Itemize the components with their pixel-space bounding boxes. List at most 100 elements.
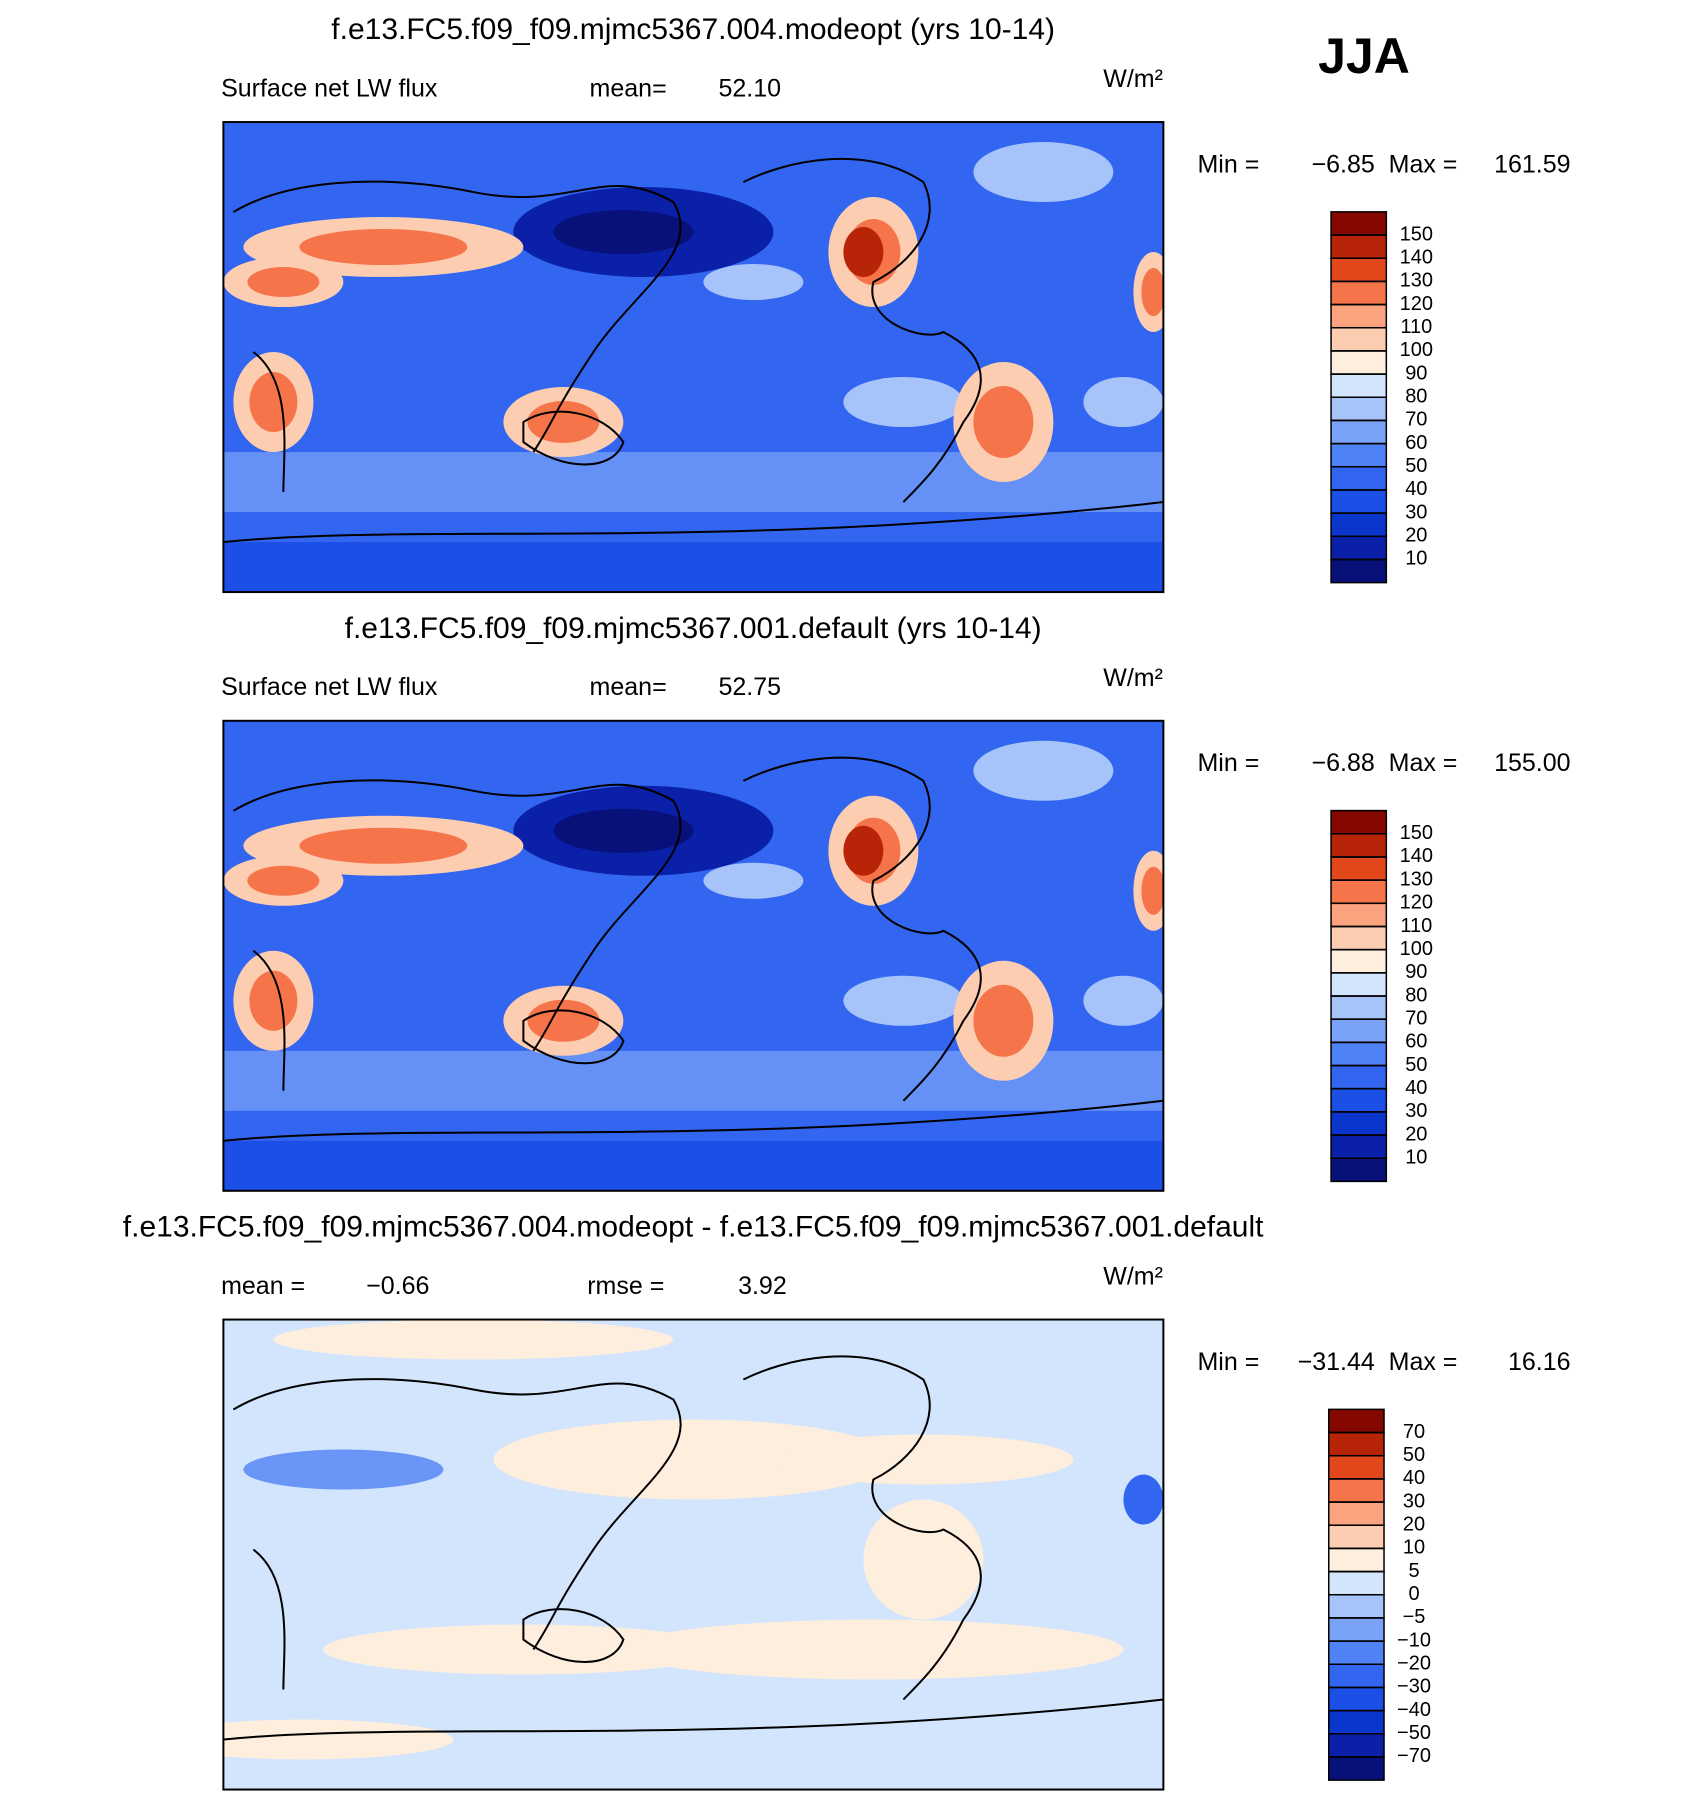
map-shade <box>973 984 1034 1057</box>
map-shade <box>1083 377 1164 428</box>
colorbar-box <box>1330 1041 1388 1067</box>
colorbar-label: 110 <box>1400 316 1432 338</box>
map-shade <box>703 862 804 899</box>
colorbar-box <box>1330 925 1388 951</box>
map-shade <box>299 827 468 864</box>
panel-header-text: 52.75 <box>718 673 781 701</box>
map-shade <box>843 227 884 278</box>
units-label: W/m² <box>1103 664 1163 692</box>
map-shade <box>493 1419 894 1500</box>
colorbar-box <box>1328 1733 1385 1758</box>
colorbar-label: 60 <box>1405 432 1427 454</box>
colorbar-label: 130 <box>1400 270 1433 292</box>
map-shade <box>223 1719 454 1760</box>
season-label: JJA <box>1318 28 1410 84</box>
map-shade <box>703 264 804 301</box>
colorbar-label: 120 <box>1400 892 1433 914</box>
colorbar-box <box>1328 1547 1385 1573</box>
map-shade <box>623 1619 1124 1680</box>
colorbar-box <box>1328 1570 1385 1596</box>
colorbar-label: −70 <box>1397 1745 1431 1767</box>
colorbar-label: 80 <box>1405 386 1427 408</box>
colorbar-label: 10 <box>1405 548 1427 570</box>
colorbar-box <box>1330 303 1388 329</box>
colorbar-box <box>1328 1663 1385 1689</box>
map-background <box>223 1319 1164 1790</box>
map-shade <box>273 1319 674 1360</box>
min-max-text: 161.59 <box>1494 150 1570 178</box>
min-max-text: Max = <box>1389 749 1458 777</box>
colorbar-box <box>1330 396 1388 422</box>
colorbar-label: 110 <box>1400 915 1432 937</box>
panel-header-text: −0.66 <box>366 1272 429 1300</box>
min-max-text: Max = <box>1389 1348 1458 1376</box>
colorbar-box <box>1330 948 1388 974</box>
colorbar-box <box>1330 234 1388 259</box>
min-max-text: Max = <box>1389 150 1458 178</box>
panel-title: f.e13.FC5.f09_f09.mjmc5367.001.default (… <box>345 612 1042 645</box>
colorbar-label: 80 <box>1405 984 1427 1006</box>
colorbar-label: 20 <box>1405 1123 1427 1145</box>
map-shade <box>1123 1474 1164 1525</box>
colorbar-label: −10 <box>1397 1629 1431 1651</box>
colorbar-box <box>1328 1709 1385 1735</box>
map-shade <box>223 1140 1164 1191</box>
panel-header-text: mean = <box>221 1272 305 1300</box>
min-max-text: Min = <box>1197 749 1259 777</box>
colorbar-label: 100 <box>1400 938 1433 960</box>
min-max-text: 155.00 <box>1494 749 1570 777</box>
colorbar-box <box>1330 466 1388 491</box>
panel-header-text: Surface net LW flux <box>221 673 438 701</box>
colorbar-label: −20 <box>1397 1653 1431 1675</box>
colorbar-label: 50 <box>1405 1054 1427 1076</box>
panel-header-text: 52.10 <box>718 74 781 102</box>
colorbar-label: −5 <box>1403 1606 1426 1628</box>
colorbar-label: 70 <box>1403 1421 1425 1443</box>
map-shade <box>553 210 694 255</box>
colorbar-label: −30 <box>1397 1676 1431 1698</box>
colorbar-box <box>1330 350 1388 375</box>
min-max-text: 16.16 <box>1508 1348 1571 1376</box>
map-frame <box>222 121 1165 594</box>
colorbar-box <box>1328 1756 1385 1781</box>
coastline <box>223 1355 1164 1741</box>
colorbar-label: 120 <box>1400 293 1433 315</box>
colorbar-label: 130 <box>1400 868 1433 890</box>
map-shade <box>973 386 1034 459</box>
panel-title: f.e13.FC5.f09_f09.mjmc5367.004.modeopt (… <box>331 13 1055 46</box>
colorbar-label: 70 <box>1405 1007 1427 1029</box>
colorbar-box <box>1330 1018 1388 1044</box>
map-shade <box>249 970 298 1031</box>
colorbar-box <box>1330 280 1388 306</box>
map-shade <box>1141 268 1164 317</box>
colorbar-box <box>1330 995 1388 1020</box>
colorbar-box <box>1330 442 1388 468</box>
colorbar-label: −40 <box>1397 1699 1431 1721</box>
colorbar-box <box>1328 1501 1385 1526</box>
colorbar-box <box>1330 558 1388 584</box>
map-shade <box>773 1434 1074 1485</box>
colorbar-box <box>1328 1478 1385 1503</box>
colorbar-label: 0 <box>1408 1583 1419 1605</box>
map <box>223 1319 1164 1790</box>
map <box>223 122 1164 593</box>
colorbar-box <box>1330 512 1388 538</box>
colorbar-box <box>1330 211 1388 236</box>
colorbar-box <box>1330 489 1388 514</box>
colorbar-box <box>1330 1157 1388 1183</box>
colorbar-box <box>1328 1431 1385 1457</box>
panel-header-text: 3.92 <box>738 1272 787 1300</box>
map-shade <box>249 372 298 433</box>
colorbar-box <box>1330 535 1388 561</box>
colorbar-label: 5 <box>1408 1560 1419 1582</box>
colorbar-label: 140 <box>1400 845 1433 867</box>
colorbar-label: 30 <box>1405 501 1427 523</box>
min-max-text: Min = <box>1197 150 1259 178</box>
colorbar-box <box>1328 1617 1385 1642</box>
colorbar-label: 10 <box>1405 1146 1427 1168</box>
coastline <box>223 158 1164 544</box>
map-shade <box>247 267 320 298</box>
colorbar-box <box>1328 1593 1385 1619</box>
colorbar-label: 40 <box>1405 1077 1427 1099</box>
